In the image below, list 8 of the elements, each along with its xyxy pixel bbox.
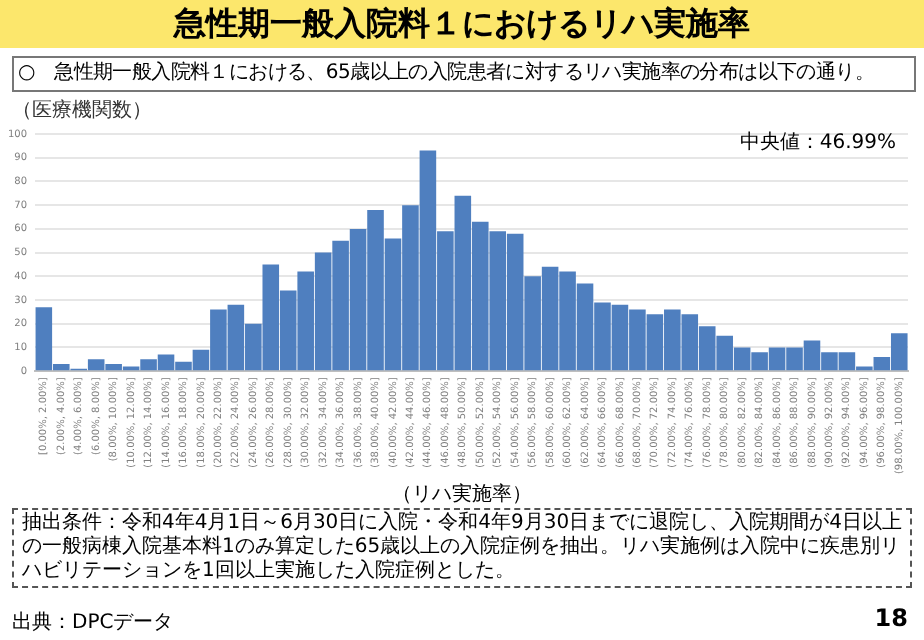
- x-axis-title: （リハ実施率）: [390, 481, 534, 508]
- annotation: 中央値：46.99%: [739, 129, 896, 156]
- chart-title: 急性期一般入院料１におけるリハ実施率: [0, 0, 924, 48]
- text: 18: [874, 604, 908, 632]
- source-note: 出典：DPCデータ: [12, 609, 174, 636]
- chart-subtitle: ○ 急性期一般入院料１における、65歳以上の入院患者に対するリハ実施率の分布は以下の通り。: [12, 56, 916, 92]
- y-axis-title: （医療機関数）: [12, 97, 152, 124]
- text: 抽出条件：令和4年4月1日～6月30日に入院・令和4年9月30日までに退院し、入院期間が4日以上の一般病棟入院基本料1のみ算定した65歳以上の入院症例を抽出。リハ実施例は入院中に疾患別リハビリテーションを1回以上実施した入院症例とした。: [12, 508, 912, 588]
